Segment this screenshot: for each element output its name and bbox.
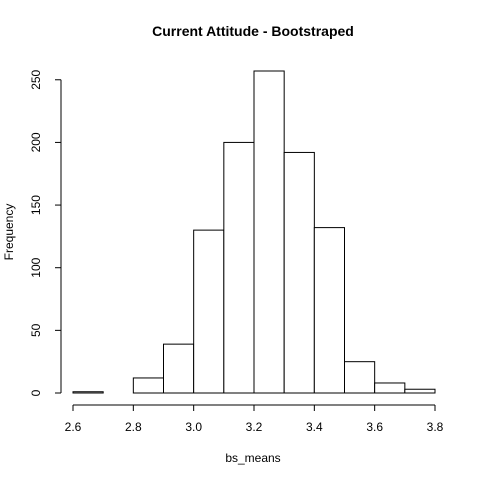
histogram-bar — [72, 391, 104, 394]
histogram-bar — [253, 70, 285, 394]
y-tick-label: 100 — [29, 257, 43, 277]
x-tick-label: 3.4 — [306, 420, 323, 434]
histogram-bar — [163, 343, 195, 394]
histogram-bar — [374, 382, 406, 394]
histogram-bar — [193, 229, 225, 394]
histogram-bar — [344, 361, 376, 394]
y-tick-label: 150 — [29, 195, 43, 215]
x-tick-label: 2.6 — [65, 420, 82, 434]
x-tick-label: 3.2 — [246, 420, 263, 434]
x-axis-label: bs_means — [225, 451, 280, 465]
x-tick-label: 3.0 — [185, 420, 202, 434]
y-axis-label: Frequency — [2, 204, 16, 261]
x-axis: 2.6 2.8 3.0 3.2 3.4 3.6 3.8 — [65, 404, 444, 434]
chart-title: Current Attitude - Bootstraped — [152, 23, 354, 39]
y-tick-label: 0 — [29, 389, 43, 396]
histogram-bar — [313, 227, 345, 394]
x-tick-label: 3.8 — [427, 420, 444, 434]
bars-group — [72, 70, 436, 394]
y-tick-label: 50 — [29, 323, 43, 337]
y-axis: 0 50 100 150 200 250 — [29, 69, 62, 396]
y-tick-label: 250 — [29, 69, 43, 89]
x-tick-label: 2.8 — [125, 420, 142, 434]
histogram-bar — [283, 151, 315, 394]
x-tick-label: 3.6 — [366, 420, 383, 434]
histogram-bar — [223, 141, 255, 394]
histogram-bar — [132, 377, 165, 394]
y-tick-label: 200 — [29, 132, 43, 152]
histogram-bar — [404, 388, 436, 394]
